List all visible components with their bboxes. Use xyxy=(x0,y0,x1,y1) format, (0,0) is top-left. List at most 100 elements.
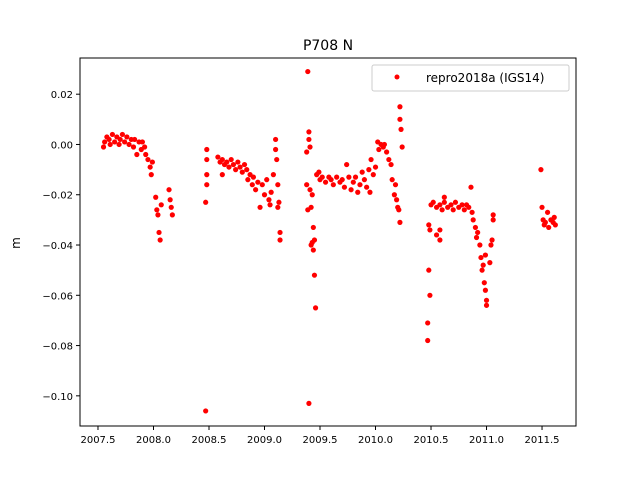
data-point xyxy=(117,136,123,143)
data-point xyxy=(233,167,239,173)
data-point xyxy=(312,305,319,311)
data-point xyxy=(230,161,237,168)
data-point xyxy=(307,144,313,150)
data-point xyxy=(538,167,544,173)
data-point xyxy=(483,297,490,303)
data-point xyxy=(490,217,496,223)
data-point xyxy=(241,161,248,168)
plot-frame xyxy=(79,57,577,427)
x-tick-label: 2011.0 xyxy=(469,435,504,446)
data-point xyxy=(259,182,265,188)
y-tick-label: 0.00 xyxy=(51,140,73,151)
data-point xyxy=(126,141,132,148)
data-point xyxy=(204,172,210,178)
y-tick-label: −0.04 xyxy=(42,241,73,252)
data-point xyxy=(361,177,368,183)
data-point xyxy=(253,187,259,193)
data-point xyxy=(433,232,440,238)
data-point xyxy=(539,204,545,210)
data-point xyxy=(478,254,484,261)
legend: repro2018a (IGS14) xyxy=(371,64,570,92)
data-point xyxy=(552,222,558,228)
data-point xyxy=(370,172,376,178)
data-point xyxy=(472,224,479,231)
data-point xyxy=(119,131,126,138)
x-tick-label: 2010.0 xyxy=(358,435,393,446)
data-point xyxy=(344,161,350,168)
data-point xyxy=(277,229,283,236)
data-point xyxy=(310,247,316,253)
data-point xyxy=(319,174,325,180)
data-point xyxy=(148,172,154,178)
data-point xyxy=(277,237,283,243)
data-point xyxy=(156,229,162,236)
data-point xyxy=(107,141,113,148)
data-point xyxy=(204,156,210,163)
data-point xyxy=(330,182,336,188)
data-point xyxy=(488,242,494,248)
data-point xyxy=(219,156,225,163)
data-point xyxy=(270,172,276,178)
data-point xyxy=(204,182,210,188)
data-point xyxy=(483,302,490,308)
data-point xyxy=(466,204,472,210)
data-point xyxy=(372,164,379,170)
data-point xyxy=(257,204,263,210)
data-point xyxy=(157,237,163,243)
data-point xyxy=(130,144,137,150)
y-tick-label: −0.02 xyxy=(42,191,73,202)
data-point xyxy=(155,212,161,218)
data-point xyxy=(477,242,483,248)
data-point xyxy=(376,146,382,153)
data-point xyxy=(487,260,493,266)
data-point xyxy=(306,400,312,406)
data-point xyxy=(132,136,138,143)
x-tick-label: 2007.5 xyxy=(80,435,115,446)
data-point xyxy=(239,169,245,175)
data-point xyxy=(479,267,485,273)
data-point xyxy=(352,174,359,180)
data-point xyxy=(546,224,552,231)
data-point xyxy=(468,184,474,190)
y-axis-label: m xyxy=(9,237,23,249)
data-point xyxy=(396,207,402,213)
data-point xyxy=(306,136,312,143)
data-point xyxy=(316,169,322,175)
data-point xyxy=(249,182,255,188)
data-point xyxy=(386,156,392,163)
data-point xyxy=(169,212,175,218)
data-point xyxy=(452,199,459,205)
data-point xyxy=(203,199,209,205)
data-point xyxy=(255,179,261,185)
data-point xyxy=(274,156,280,163)
data-point xyxy=(306,129,312,135)
data-point xyxy=(392,182,399,188)
data-point xyxy=(273,146,279,153)
data-point xyxy=(425,337,431,344)
data-point xyxy=(224,159,230,165)
data-point xyxy=(551,214,557,220)
data-point xyxy=(426,222,432,228)
data-point xyxy=(304,182,310,188)
data-point xyxy=(158,202,164,208)
data-point xyxy=(106,136,112,143)
data-point xyxy=(305,68,311,75)
data-point xyxy=(482,252,489,258)
data-point xyxy=(450,207,456,213)
data-point xyxy=(359,169,365,175)
data-point xyxy=(389,177,395,183)
legend-box xyxy=(371,64,570,92)
data-point xyxy=(391,192,397,198)
data-point xyxy=(544,209,551,215)
data-point xyxy=(437,202,443,208)
data-point xyxy=(267,202,273,208)
data-point xyxy=(215,154,221,160)
data-point xyxy=(142,144,148,150)
data-point xyxy=(166,187,172,193)
data-point xyxy=(426,267,432,273)
legend-label: repro2018a (IGS14) xyxy=(426,71,544,85)
data-point xyxy=(366,167,372,173)
y-tick-label: −0.08 xyxy=(42,342,73,353)
